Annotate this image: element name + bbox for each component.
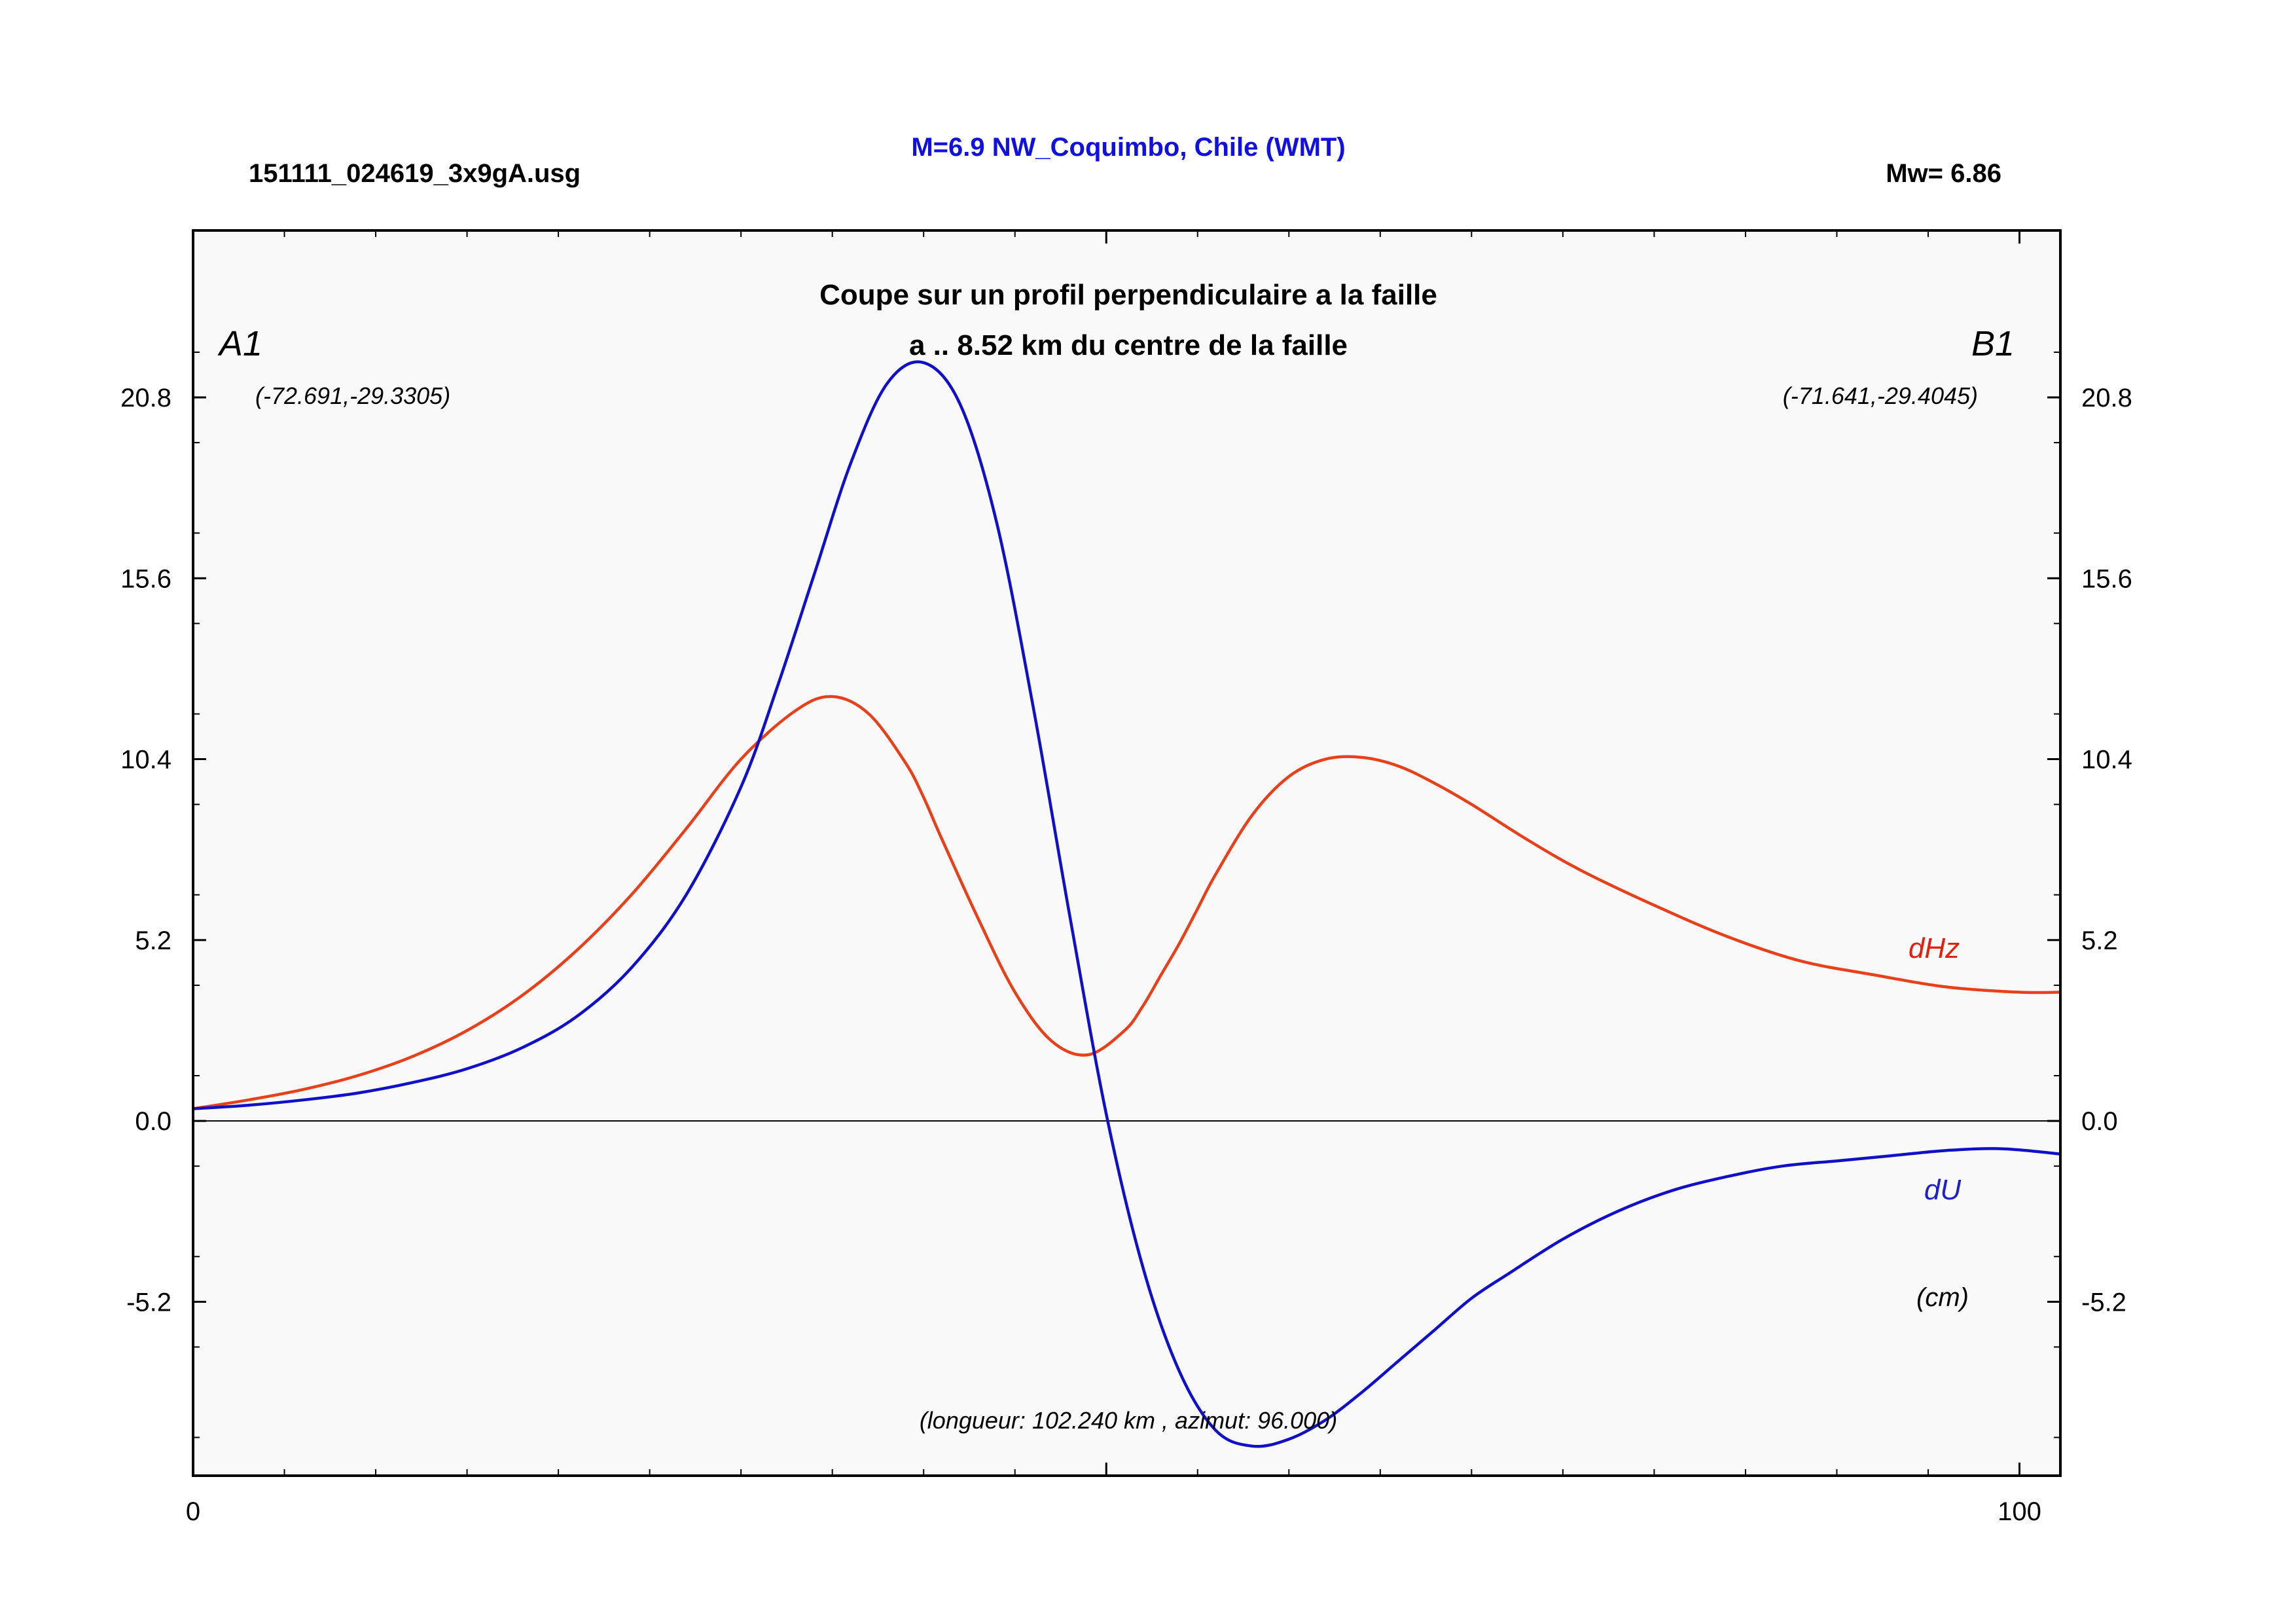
y-tick-label-right: 20.8: [2081, 384, 2132, 412]
y-tick-label-right: 5.2: [2081, 926, 2118, 955]
y-tick-label-left: -5.2: [126, 1288, 171, 1317]
y-tick-label-left: 20.8: [120, 384, 171, 412]
plot-frame: [192, 229, 2062, 1477]
y-tick-label-right: 0.0: [2081, 1107, 2118, 1136]
unit-label: (cm): [1916, 1283, 1969, 1312]
end-coords: (-71.641,-29.4045): [1783, 382, 1978, 409]
series-dHz-line: [192, 695, 2061, 1110]
plot-area: [193, 230, 2060, 1476]
series-dHz-label: dHz: [1909, 932, 1960, 964]
y-tick-label-left: 10.4: [120, 746, 171, 775]
profile-length-note: (longueur: 102.240 km , azimut: 96.000): [920, 1407, 1337, 1434]
magnitude-label: Mw= 6.86: [1886, 159, 2001, 188]
y-tick-label-right: 10.4: [2081, 746, 2132, 775]
series-dU-line: [192, 360, 2061, 1448]
start-point-label: A1: [217, 324, 262, 363]
y-tick-label-left: 0.0: [135, 1107, 171, 1136]
series-dU-label: dU: [1924, 1174, 1961, 1206]
x-tick-label: 100: [1998, 1497, 2041, 1526]
y-tick-label-right: 15.6: [2081, 564, 2132, 593]
axis-tick-labels: 20.8 20.8 15.6 15.6 10.4 10.4 5.2 5.2 0.0 0.0 -5.2…: [120, 384, 2132, 1526]
file-name: 151111_024619_3x9gA.usg: [249, 159, 581, 188]
event-title: M=6.9 NW_Coquimbo, Chile (WMT): [911, 133, 1345, 162]
plot-title-line2: a .. 8.52 km du centre de la faille: [909, 329, 1348, 361]
end-point-label: B1: [1971, 324, 2015, 363]
y-tick-label-right: -5.2: [2081, 1288, 2126, 1317]
x-tick-label: 0: [186, 1497, 200, 1526]
y-tick-label-left: 15.6: [120, 564, 171, 593]
start-coords: (-72.691,-29.3305): [255, 382, 450, 409]
y-tick-label-left: 5.2: [135, 926, 171, 955]
plot-title-line1: Coupe sur un profil perpendiculaire a la…: [819, 279, 1437, 311]
